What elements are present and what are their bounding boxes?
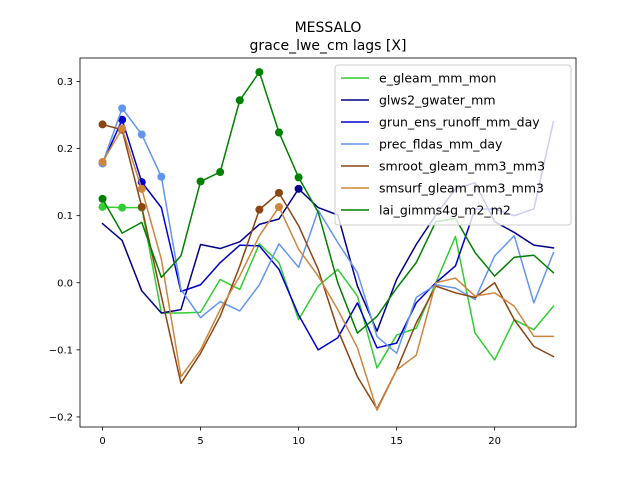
- axes-frame: [79, 57, 577, 428]
- data-point-prec_fldas_mm_day-2: [137, 130, 146, 139]
- data-point-smsurf_gleam_mm3_mm3-1: [118, 124, 127, 133]
- y-tick-label: 0.1: [57, 211, 73, 222]
- legend-label-lai_gimms4g_m2_m2: lai_gimms4g_m2_m2: [379, 203, 511, 218]
- data-point-smsurf_gleam_mm3_mm3-9: [274, 202, 283, 211]
- data-point-lai_gimms4g_m2_m2-7: [235, 96, 244, 105]
- y-tick-label: 0.3: [57, 77, 73, 88]
- legend-label-prec_fldas_mm_day: prec_fldas_mm_day: [379, 137, 503, 152]
- data-point-smroot_gleam_mm3_mm3-9: [274, 188, 283, 197]
- series-line-e_gleam_mm_mon: [101, 206, 555, 369]
- y-tick-label: −0.1: [49, 345, 73, 356]
- chart-title: MESSALO: [295, 20, 362, 36]
- data-point-smsurf_gleam_mm3_mm3-2: [137, 184, 146, 193]
- legend-frame: [334, 64, 572, 226]
- x-tick-label: 15: [390, 436, 403, 447]
- data-point-lai_gimms4g_m2_m2-0: [98, 194, 107, 203]
- data-point-smroot_gleam_mm3_mm3-8: [255, 205, 264, 214]
- data-point-prec_fldas_mm_day-3: [157, 172, 166, 181]
- x-tick-label: 0: [99, 436, 105, 447]
- x-tick-label: 10: [292, 436, 305, 447]
- legend-label-smroot_gleam_mm3_mm3: smroot_gleam_mm3_mm3: [379, 159, 545, 174]
- series-line-prec_fldas_mm_day: [101, 107, 555, 354]
- legend: e_gleam_mm_mon glws2_gwater_mm grun_ens_ru…: [334, 64, 572, 226]
- data-point-e_gleam_mm_mon-0: [98, 202, 107, 211]
- data-point-smroot_gleam_mm3_mm3-0: [98, 120, 107, 129]
- data-point-glws2_gwater_mm-10: [294, 184, 303, 193]
- data-point-prec_fldas_mm_day-1: [118, 104, 127, 113]
- chart-subtitle: grace_lwe_cm lags [X]: [250, 38, 407, 54]
- legend-label-grun_ens_runoff_mm_day: grun_ens_runoff_mm_day: [379, 115, 540, 130]
- data-point-lai_gimms4g_m2_m2-5: [196, 177, 205, 186]
- data-point-lai_gimms4g_m2_m2-6: [216, 168, 225, 177]
- series-line-smsurf_gleam_mm3_mm3: [101, 127, 555, 411]
- legend-label-e_gleam_mm_mon: e_gleam_mm_mon: [379, 71, 496, 86]
- x-tick-label: 20: [488, 436, 501, 447]
- legend-label-smsurf_gleam_mm3_mm3: smsurf_gleam_mm3_mm3: [379, 181, 544, 196]
- data-point-e_gleam_mm_mon-1: [118, 203, 127, 212]
- y-tick-label: −0.2: [49, 412, 73, 423]
- x-tick-label: 5: [197, 436, 203, 447]
- data-point-lai_gimms4g_m2_m2-8: [255, 68, 264, 77]
- y-tick-label: 0.0: [57, 278, 73, 289]
- y-tick-label: 0.2: [57, 144, 73, 155]
- series-line-lai_gimms4g_m2_m2: [101, 71, 555, 334]
- data-point-lai_gimms4g_m2_m2-9: [274, 128, 283, 137]
- data-point-smroot_gleam_mm3_mm3-2: [137, 202, 146, 211]
- data-point-lai_gimms4g_m2_m2-10: [294, 173, 303, 182]
- data-point-smsurf_gleam_mm3_mm3-0: [98, 157, 107, 166]
- legend-label-glws2_gwater_mm: glws2_gwater_mm: [379, 93, 496, 108]
- data-point-grun_ens_runoff_mm_day-1: [118, 115, 127, 124]
